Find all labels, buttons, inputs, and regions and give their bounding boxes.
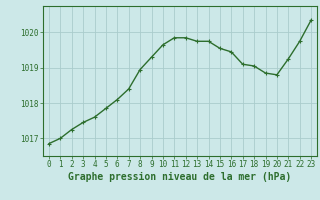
X-axis label: Graphe pression niveau de la mer (hPa): Graphe pression niveau de la mer (hPa) <box>68 172 292 182</box>
